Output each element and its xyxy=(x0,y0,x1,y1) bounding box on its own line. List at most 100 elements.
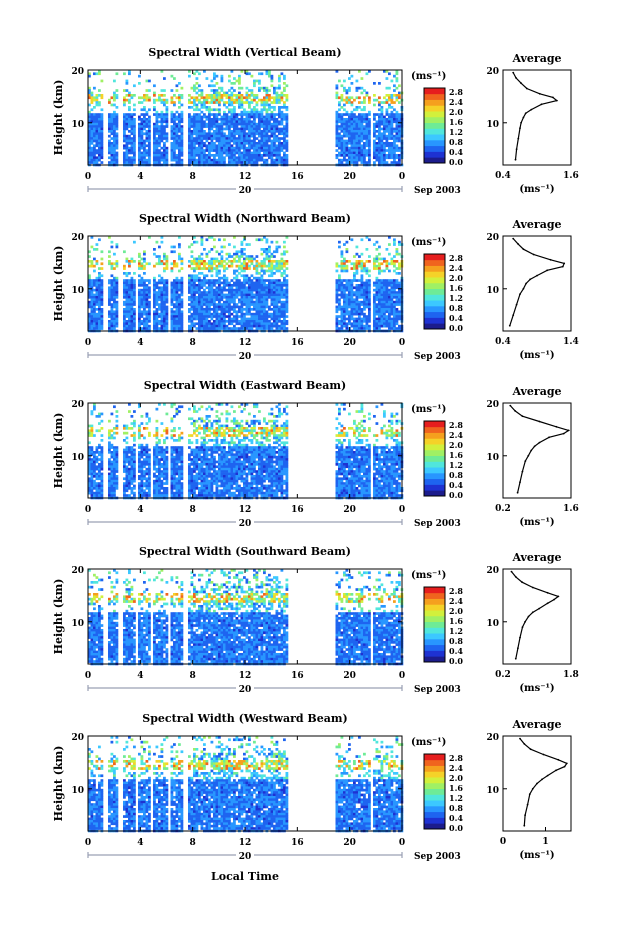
heatmap-cell xyxy=(238,284,241,287)
heatmap-cell xyxy=(285,236,289,239)
heatmap-cell xyxy=(205,308,209,311)
heatmap-cell xyxy=(145,298,149,302)
heatmap-cell xyxy=(170,154,174,157)
heatmap-cell xyxy=(115,288,119,292)
heatmap-cell xyxy=(133,322,136,326)
heatmap-cell xyxy=(233,317,236,321)
heatmap-cell xyxy=(133,312,136,316)
heatmap-cell xyxy=(210,291,214,294)
heatmap-cell xyxy=(233,252,236,256)
heatmap-cell xyxy=(375,293,379,297)
heatmap-cell xyxy=(263,248,266,251)
heatmap-cell xyxy=(363,89,366,92)
heatmap-cell xyxy=(133,284,136,287)
heatmap-cell xyxy=(253,324,256,328)
heatmap-cell xyxy=(340,262,344,266)
heatmap-cell xyxy=(173,310,176,314)
heatmap-cell xyxy=(238,298,241,302)
heatmap-cell xyxy=(130,149,134,152)
heatmap-cell xyxy=(235,156,239,160)
heatmap-cell xyxy=(240,303,244,306)
heatmap-cell xyxy=(233,327,236,330)
heatmap-cell xyxy=(100,279,104,282)
heatmap-cell xyxy=(200,327,204,330)
heatmap-cell xyxy=(113,156,116,160)
heatmap-cell xyxy=(393,156,396,160)
heatmap-cell xyxy=(95,151,99,155)
heatmap-cell xyxy=(268,255,271,258)
heatmap-cell xyxy=(140,262,144,266)
heatmap-cell xyxy=(388,125,391,128)
heatmap-cell xyxy=(243,269,246,273)
heatmap-cell xyxy=(190,144,194,148)
heatmap-cell xyxy=(203,296,206,299)
heatmap-cell xyxy=(268,144,271,148)
heatmap-cell xyxy=(380,106,384,109)
heatmap-cell xyxy=(385,154,389,157)
heatmap-cell xyxy=(378,82,381,85)
heatmap-cell xyxy=(208,279,211,282)
heatmap-cell xyxy=(213,310,216,314)
heatmap-cell xyxy=(240,103,244,107)
heatmap-cell xyxy=(238,267,241,270)
heatmap-cell xyxy=(178,161,181,164)
heatmap-cell xyxy=(155,298,159,302)
heatmap-cell xyxy=(355,154,359,157)
heatmap-cell xyxy=(280,149,284,152)
heatmap-cell xyxy=(205,161,209,164)
heatmap-cell xyxy=(335,315,339,318)
heatmap-cell xyxy=(355,300,359,304)
heatmap-cell xyxy=(180,327,184,330)
heatmap-cell xyxy=(255,137,259,140)
heatmap-cell xyxy=(355,286,359,290)
heatmap-cell xyxy=(148,108,151,112)
heatmap-cell xyxy=(145,139,149,143)
heatmap-cell xyxy=(125,98,129,102)
heatmap-cell xyxy=(280,315,284,318)
heatmap-cell xyxy=(173,158,176,162)
heatmap-cell xyxy=(245,308,249,311)
heatmap-cell xyxy=(285,279,289,282)
heatmap-cell xyxy=(130,257,134,261)
heatmap-cell xyxy=(360,130,364,133)
heatmap-cell xyxy=(123,296,126,299)
heatmap-cell xyxy=(198,322,201,326)
heatmap-cell xyxy=(248,144,251,148)
heatmap-cell xyxy=(265,139,269,143)
heatmap-cell xyxy=(178,279,181,282)
heatmap-cell xyxy=(218,146,221,150)
heatmap-cell xyxy=(190,120,194,124)
heatmap-cell xyxy=(363,324,366,328)
heatmap-cell xyxy=(260,146,264,150)
colorbar-tick-label: 2.8 xyxy=(449,87,463,97)
heatmap-cell xyxy=(88,103,91,107)
heatmap-cell xyxy=(360,77,364,80)
heatmap-cell xyxy=(205,312,209,316)
heatmap-cell xyxy=(398,137,401,140)
heatmap-cell xyxy=(360,125,364,128)
heatmap-cell xyxy=(188,274,191,278)
heatmap-cell xyxy=(348,96,351,100)
heatmap-cell xyxy=(390,122,394,126)
heatmap-cell xyxy=(280,113,284,116)
heatmap-cell xyxy=(108,98,111,102)
heatmap-cell xyxy=(375,158,379,162)
heatmap-cell xyxy=(193,108,196,112)
profile-point xyxy=(555,99,558,102)
heatmap-cell xyxy=(375,276,379,280)
heatmap-cell xyxy=(275,248,279,251)
profile-point xyxy=(515,77,517,79)
heatmap-cell xyxy=(230,101,234,104)
heatmap-cell xyxy=(388,269,391,273)
heatmap-cell xyxy=(138,137,141,140)
heatmap-cell xyxy=(115,156,119,160)
heatmap-cell xyxy=(240,240,244,244)
heatmap-cell xyxy=(373,288,376,292)
heatmap-cell xyxy=(213,154,216,157)
heatmap-cell xyxy=(268,120,271,124)
heatmap-cell xyxy=(98,132,101,136)
heatmap-cell xyxy=(388,312,391,316)
heatmap-cell xyxy=(108,286,111,290)
heatmap-cell xyxy=(115,96,119,100)
heatmap-cell xyxy=(278,327,281,330)
